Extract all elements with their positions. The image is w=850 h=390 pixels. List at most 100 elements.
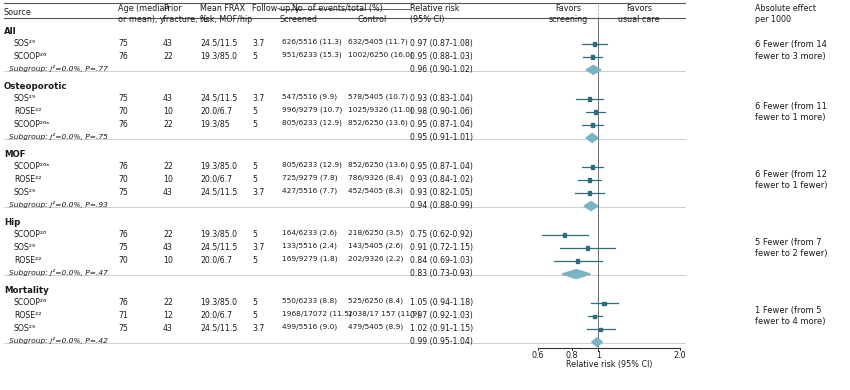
Text: 6 Fewer (from 14
fewer to 3 more): 6 Fewer (from 14 fewer to 3 more) (755, 40, 827, 60)
Bar (588, 178, 592, 182)
Text: 2.0: 2.0 (674, 351, 686, 360)
Text: 3.7: 3.7 (252, 324, 264, 333)
Text: 852/6250 (13.6): 852/6250 (13.6) (348, 161, 408, 168)
Text: 1025/9326 (11.0): 1025/9326 (11.0) (348, 106, 413, 113)
Text: 75: 75 (118, 243, 127, 252)
Text: Subgroup: ϳ²=0.0%, P=.42: Subgroup: ϳ²=0.0%, P=.42 (9, 337, 108, 344)
Text: 547/5516 (9.9): 547/5516 (9.9) (282, 94, 337, 100)
Text: 0.96 (0.90-1.02): 0.96 (0.90-1.02) (410, 65, 473, 74)
Text: Favors
usual care: Favors usual care (618, 4, 660, 24)
Text: 10: 10 (163, 256, 173, 265)
Text: SCOOP²⁶: SCOOP²⁶ (14, 230, 47, 239)
Text: 1002/6250 (16.0): 1002/6250 (16.0) (348, 51, 413, 58)
Text: 1: 1 (596, 351, 601, 360)
Text: 5: 5 (252, 161, 257, 171)
Polygon shape (592, 338, 603, 347)
Text: 0.99 (0.95-1.04): 0.99 (0.95-1.04) (410, 337, 473, 346)
Text: Subgroup: ϳ²=0.0%, P=.93: Subgroup: ϳ²=0.0%, P=.93 (9, 200, 108, 207)
Text: 19.3/85.0: 19.3/85.0 (200, 161, 237, 171)
Text: 24.5/11.5: 24.5/11.5 (200, 324, 237, 333)
Text: 499/5516 (9.0): 499/5516 (9.0) (282, 324, 337, 330)
Text: 5: 5 (252, 106, 257, 115)
Text: 1 Fewer (from 5
fewer to 4 more): 1 Fewer (from 5 fewer to 4 more) (755, 306, 825, 326)
Text: 5: 5 (252, 51, 257, 60)
Text: 0.97 (0.92-1.03): 0.97 (0.92-1.03) (410, 311, 473, 320)
Text: Age (median
or mean), y: Age (median or mean), y (118, 4, 169, 24)
Text: 76: 76 (118, 298, 127, 307)
Text: 525/6250 (8.4): 525/6250 (8.4) (348, 298, 403, 304)
Text: 632/5405 (11.7): 632/5405 (11.7) (348, 39, 408, 45)
Text: SOS²⁹: SOS²⁹ (14, 243, 36, 252)
Text: 19.3/85.0: 19.3/85.0 (200, 298, 237, 307)
Text: 805/6233 (12.9): 805/6233 (12.9) (282, 120, 342, 126)
Text: 143/5405 (2.6): 143/5405 (2.6) (348, 243, 403, 249)
Text: SCOOP²⁶ᵃ: SCOOP²⁶ᵃ (14, 120, 50, 129)
Text: MOF: MOF (4, 150, 26, 159)
Text: 0.93 (0.83-1.04): 0.93 (0.83-1.04) (410, 94, 473, 103)
Text: 0.95 (0.87-1.04): 0.95 (0.87-1.04) (410, 120, 473, 129)
Text: 43: 43 (163, 324, 173, 333)
Text: 5: 5 (252, 175, 257, 184)
Text: 996/9279 (10.7): 996/9279 (10.7) (282, 106, 343, 113)
Text: Hip: Hip (4, 218, 20, 227)
Text: 20.0/6.7: 20.0/6.7 (200, 256, 232, 265)
Text: 0.93 (0.84-1.02): 0.93 (0.84-1.02) (410, 175, 473, 184)
Text: Prior
fracture, %: Prior fracture, % (163, 4, 207, 24)
Text: 452/5405 (8.3): 452/5405 (8.3) (348, 188, 403, 194)
Text: 19.3/85.0: 19.3/85.0 (200, 51, 237, 60)
Text: 12: 12 (163, 311, 173, 320)
Bar (591, 55, 594, 58)
Bar (576, 259, 580, 262)
Text: 19.3/85.0: 19.3/85.0 (200, 230, 237, 239)
Text: Osteoporotic: Osteoporotic (4, 82, 67, 91)
Text: Relative risk
(95% CI): Relative risk (95% CI) (410, 4, 460, 24)
Text: 0.94 (0.88-0.99): 0.94 (0.88-0.99) (410, 200, 473, 210)
Polygon shape (586, 66, 601, 74)
Text: 19.3/85: 19.3/85 (200, 120, 230, 129)
Text: 0.93 (0.82-1.05): 0.93 (0.82-1.05) (410, 188, 473, 197)
Text: SOS²⁹: SOS²⁹ (14, 39, 36, 48)
Text: 0.84 (0.69-1.03): 0.84 (0.69-1.03) (410, 256, 473, 265)
Text: 76: 76 (118, 51, 127, 60)
Text: SOS²⁹: SOS²⁹ (14, 324, 36, 333)
Text: 3.7: 3.7 (252, 39, 264, 48)
Text: 578/5405 (10.7): 578/5405 (10.7) (348, 94, 408, 100)
Text: 43: 43 (163, 188, 173, 197)
Text: 3.7: 3.7 (252, 243, 264, 252)
Text: 43: 43 (163, 39, 173, 48)
Text: 5: 5 (252, 120, 257, 129)
Text: 3.7: 3.7 (252, 188, 264, 197)
Text: 0.95 (0.87-1.04): 0.95 (0.87-1.04) (410, 161, 473, 171)
Text: 70: 70 (118, 175, 127, 184)
Text: No. of events/total (%): No. of events/total (%) (292, 4, 382, 13)
Text: 76: 76 (118, 120, 127, 129)
Text: 24.5/11.5: 24.5/11.5 (200, 39, 237, 48)
Bar (591, 123, 594, 126)
Text: 0.8: 0.8 (566, 351, 578, 360)
Text: 2038/17 157 (11.9): 2038/17 157 (11.9) (348, 311, 420, 317)
Text: 76: 76 (118, 230, 127, 239)
Bar (588, 98, 592, 101)
Text: Absolute effect
per 1000: Absolute effect per 1000 (755, 4, 816, 24)
Text: Control: Control (357, 16, 387, 25)
Text: 0.83 (0.73-0.93): 0.83 (0.73-0.93) (410, 269, 473, 278)
Text: 22: 22 (163, 230, 173, 239)
Polygon shape (584, 202, 598, 211)
Text: 10: 10 (163, 175, 173, 184)
Text: Subgroup: ϳ²=0.0%, P=.47: Subgroup: ϳ²=0.0%, P=.47 (9, 269, 108, 276)
Bar (593, 314, 596, 318)
Text: 1.02 (0.91-1.15): 1.02 (0.91-1.15) (410, 324, 473, 333)
Text: 5 Fewer (from 7
fewer to 2 fewer): 5 Fewer (from 7 fewer to 2 fewer) (755, 238, 828, 258)
Bar (594, 110, 598, 113)
Text: 43: 43 (163, 243, 173, 252)
Text: 1.05 (0.94-1.18): 1.05 (0.94-1.18) (410, 298, 473, 307)
Text: 22: 22 (163, 120, 173, 129)
Bar (603, 301, 605, 305)
Text: 0.98 (0.90-1.06): 0.98 (0.90-1.06) (410, 106, 473, 115)
Text: SCOOP²⁶: SCOOP²⁶ (14, 298, 47, 307)
Text: SOS²⁹: SOS²⁹ (14, 188, 36, 197)
Text: 75: 75 (118, 188, 127, 197)
Text: Source: Source (4, 8, 32, 17)
Text: Favors
screening: Favors screening (548, 4, 587, 24)
Polygon shape (562, 269, 591, 278)
